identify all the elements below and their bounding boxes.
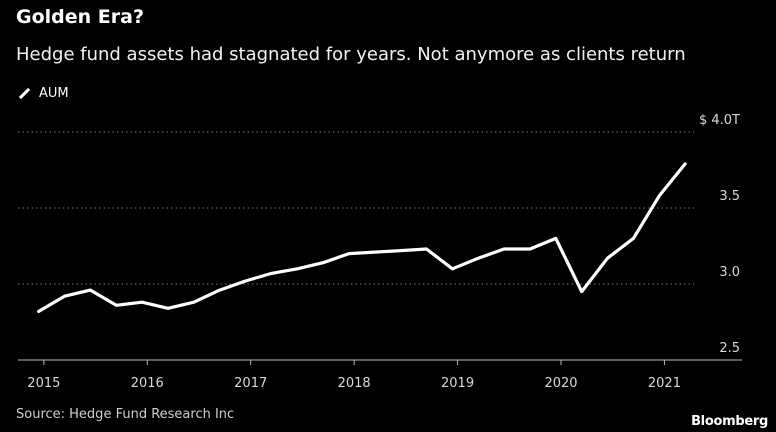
- source-note: Source: Hedge Fund Research Inc: [16, 407, 235, 422]
- legend: AUM: [18, 86, 69, 101]
- legend-label-aum: AUM: [39, 86, 69, 101]
- y-tick-label: 3.0: [719, 265, 740, 280]
- x-tick-label: 2015: [27, 376, 60, 391]
- x-tick-label: 2020: [544, 376, 577, 391]
- series-line-aum: [37, 162, 687, 313]
- chart-subtitle: Hedge fund assets had stagnated for year…: [16, 44, 686, 65]
- y-tick-label: 3.5: [719, 189, 740, 204]
- x-tick-label: 2017: [234, 376, 267, 391]
- y-tick-label: 2.5: [719, 341, 740, 356]
- x-tick-label: 2021: [648, 376, 681, 391]
- bloomberg-logo: Bloomberg: [691, 414, 768, 429]
- x-tick-label: 2018: [338, 376, 371, 391]
- x-tick-label: 2019: [441, 376, 474, 391]
- y-tick-label: $ 4.0T: [699, 113, 740, 128]
- chart-title: Golden Era?: [16, 6, 144, 28]
- x-tick-label: 2016: [131, 376, 164, 391]
